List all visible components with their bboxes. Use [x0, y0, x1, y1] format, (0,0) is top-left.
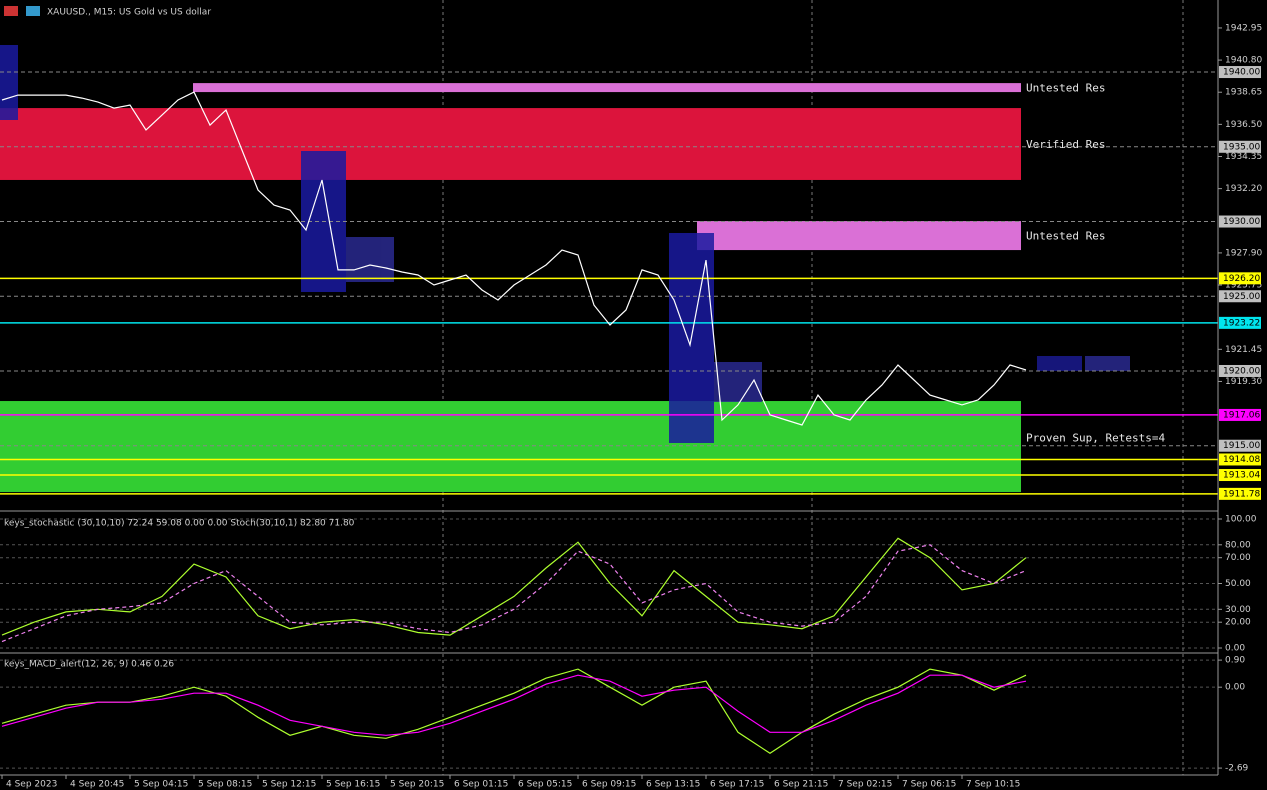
level-tag — [1219, 140, 1261, 153]
x-tick-label: 6 Sep 01:15 — [454, 780, 508, 790]
level-label: 1914.08 — [1223, 455, 1260, 465]
x-tick-label: 6 Sep 05:15 — [518, 780, 572, 790]
zone — [0, 401, 1021, 493]
level-label: 1913.04 — [1223, 471, 1260, 481]
level-label: 1925.00 — [1223, 292, 1260, 302]
level-label: 1926.20 — [1223, 274, 1260, 284]
chart-title: XAUUSD., M15: US Gold vs US dollar — [47, 8, 211, 18]
panel-borders — [0, 0, 1219, 776]
x-tick-label: 5 Sep 20:15 — [390, 780, 444, 790]
y-tick-label: -2.69 — [1225, 764, 1249, 774]
level-tag — [1219, 66, 1261, 79]
indicator-line — [1, 674, 1027, 736]
y-tick-label: 1938.65 — [1225, 88, 1262, 98]
level-label: 1911.78 — [1223, 489, 1260, 499]
block — [1037, 356, 1082, 371]
zone — [193, 83, 1021, 93]
level-label: 1935.00 — [1223, 142, 1260, 152]
zone-label: Proven Sup, Retests=4 — [1026, 432, 1165, 445]
x-tick-label: 5 Sep 12:15 — [262, 780, 316, 790]
x-tick-label: 7 Sep 10:15 — [966, 780, 1020, 790]
block — [714, 362, 762, 402]
y-tick-label: 50.00 — [1225, 579, 1251, 589]
x-tick-label: 7 Sep 06:15 — [902, 780, 956, 790]
x-tick-label: 6 Sep 17:15 — [710, 780, 764, 790]
plots — [1, 91, 1027, 755]
y-tick-label: 20.00 — [1225, 618, 1251, 628]
y-tick-label: 1932.20 — [1225, 184, 1262, 194]
level-label: 1930.00 — [1223, 217, 1260, 227]
y-tick-label: 0.00 — [1225, 644, 1245, 654]
level-tag — [1219, 272, 1261, 285]
x-tick-label: 4 Sep 2023 — [6, 780, 57, 790]
y-tick-label: 100.00 — [1225, 514, 1257, 524]
level-label: 1923.22 — [1223, 318, 1260, 328]
indicator-title: keys_MACD_alert(12, 26, 9) 0.46 0.26 — [4, 660, 174, 670]
indicator-title: keys_stochastic (30,10,10) 72.24 59.08 0… — [4, 519, 355, 529]
y-tick-label: 1925.75 — [1225, 281, 1262, 291]
y-tick-label: 1936.50 — [1225, 120, 1262, 130]
zone-label: Untested Res — [1026, 230, 1105, 243]
x-tick-label: 5 Sep 16:15 — [326, 780, 380, 790]
x-tick-label: 5 Sep 08:15 — [198, 780, 252, 790]
level-label: 1917.06 — [1223, 410, 1260, 420]
x-tick-label: 7 Sep 02:15 — [838, 780, 892, 790]
indicator-line — [1, 668, 1027, 755]
y-tick-label: 70.00 — [1225, 553, 1251, 563]
level-tag — [1219, 364, 1261, 377]
price-line — [1, 91, 1027, 426]
y-tick-label: 30.00 — [1225, 605, 1251, 615]
zone — [0, 108, 1021, 180]
x-tick-label: 6 Sep 09:15 — [582, 780, 636, 790]
y-tick-label: 1940.80 — [1225, 56, 1262, 66]
x-tick-label: 6 Sep 13:15 — [646, 780, 700, 790]
level-tag — [1219, 408, 1261, 421]
x-tick-label: 4 Sep 20:45 — [70, 780, 124, 790]
block — [0, 45, 18, 120]
y-tick-label: 1919.30 — [1225, 377, 1262, 387]
level-label: 1915.00 — [1223, 441, 1260, 451]
level-tag — [1219, 290, 1261, 303]
y-tick-label: 1921.45 — [1225, 345, 1262, 355]
y-tick-label: 0.00 — [1225, 683, 1245, 693]
level-tag — [1219, 453, 1261, 466]
indicator-line — [1, 537, 1027, 636]
block — [1085, 356, 1130, 371]
level-label: 1940.00 — [1223, 68, 1260, 78]
zone-label: Verified Res — [1026, 138, 1105, 151]
x-tick-label: 6 Sep 21:15 — [774, 780, 828, 790]
icon — [4, 6, 18, 16]
level-tag — [1219, 487, 1261, 500]
level-label: 1920.00 — [1223, 366, 1260, 376]
y-tick-label: 80.00 — [1225, 540, 1251, 550]
y-tick-label: 0.90 — [1225, 656, 1245, 666]
level-tag — [1219, 215, 1261, 228]
icon — [26, 6, 40, 16]
block — [346, 237, 394, 282]
y-tick-label: 1927.90 — [1225, 248, 1262, 258]
zone-label: Untested Res — [1026, 82, 1105, 95]
level-tag — [1219, 316, 1261, 329]
y-tick-label: 1942.95 — [1225, 23, 1262, 33]
y-tick-label: 1934.35 — [1225, 152, 1262, 162]
level-tag — [1219, 469, 1261, 482]
x-tick-label: 5 Sep 04:15 — [134, 780, 188, 790]
zones — [0, 83, 1021, 493]
level-tag — [1219, 439, 1261, 452]
indicator-line — [1, 544, 1027, 643]
zone — [697, 221, 1021, 251]
